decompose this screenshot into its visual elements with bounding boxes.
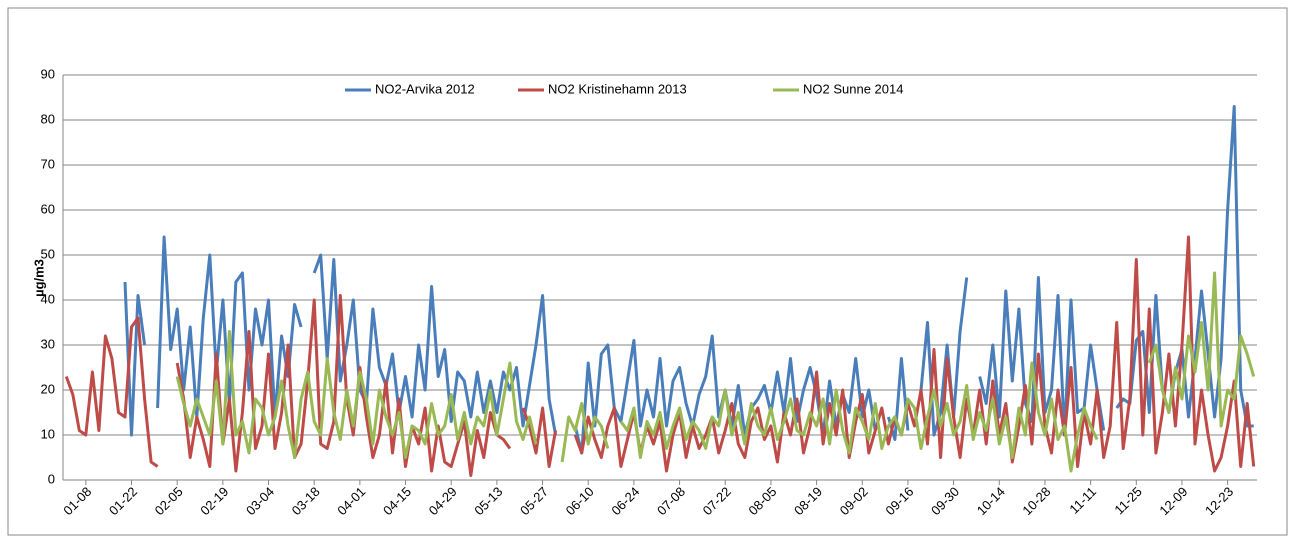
data-line <box>64 235 1256 477</box>
chart-frame <box>7 7 1288 536</box>
legend-label: NO2 Sunne 2014 <box>803 81 903 96</box>
y-tick-label: 20 <box>41 381 55 396</box>
y-tick-label: 70 <box>41 156 55 171</box>
y-tick-label: 60 <box>41 201 55 216</box>
data-line <box>175 271 1256 473</box>
y-tick-label: 30 <box>41 336 55 351</box>
y-tick-label: 0 <box>48 471 55 486</box>
y-tick-label: 50 <box>41 246 55 261</box>
legend-label: NO2 Kristinehamn 2013 <box>548 81 687 96</box>
y-tick-label: 90 <box>41 66 55 81</box>
y-tick-label: 80 <box>41 111 55 126</box>
y-tick-label: 40 <box>41 291 55 306</box>
legend-label: NO2-Arvika 2012 <box>375 81 475 96</box>
y-tick-label: 10 <box>41 426 55 441</box>
y-axis-label: µg/m3 <box>31 259 46 297</box>
